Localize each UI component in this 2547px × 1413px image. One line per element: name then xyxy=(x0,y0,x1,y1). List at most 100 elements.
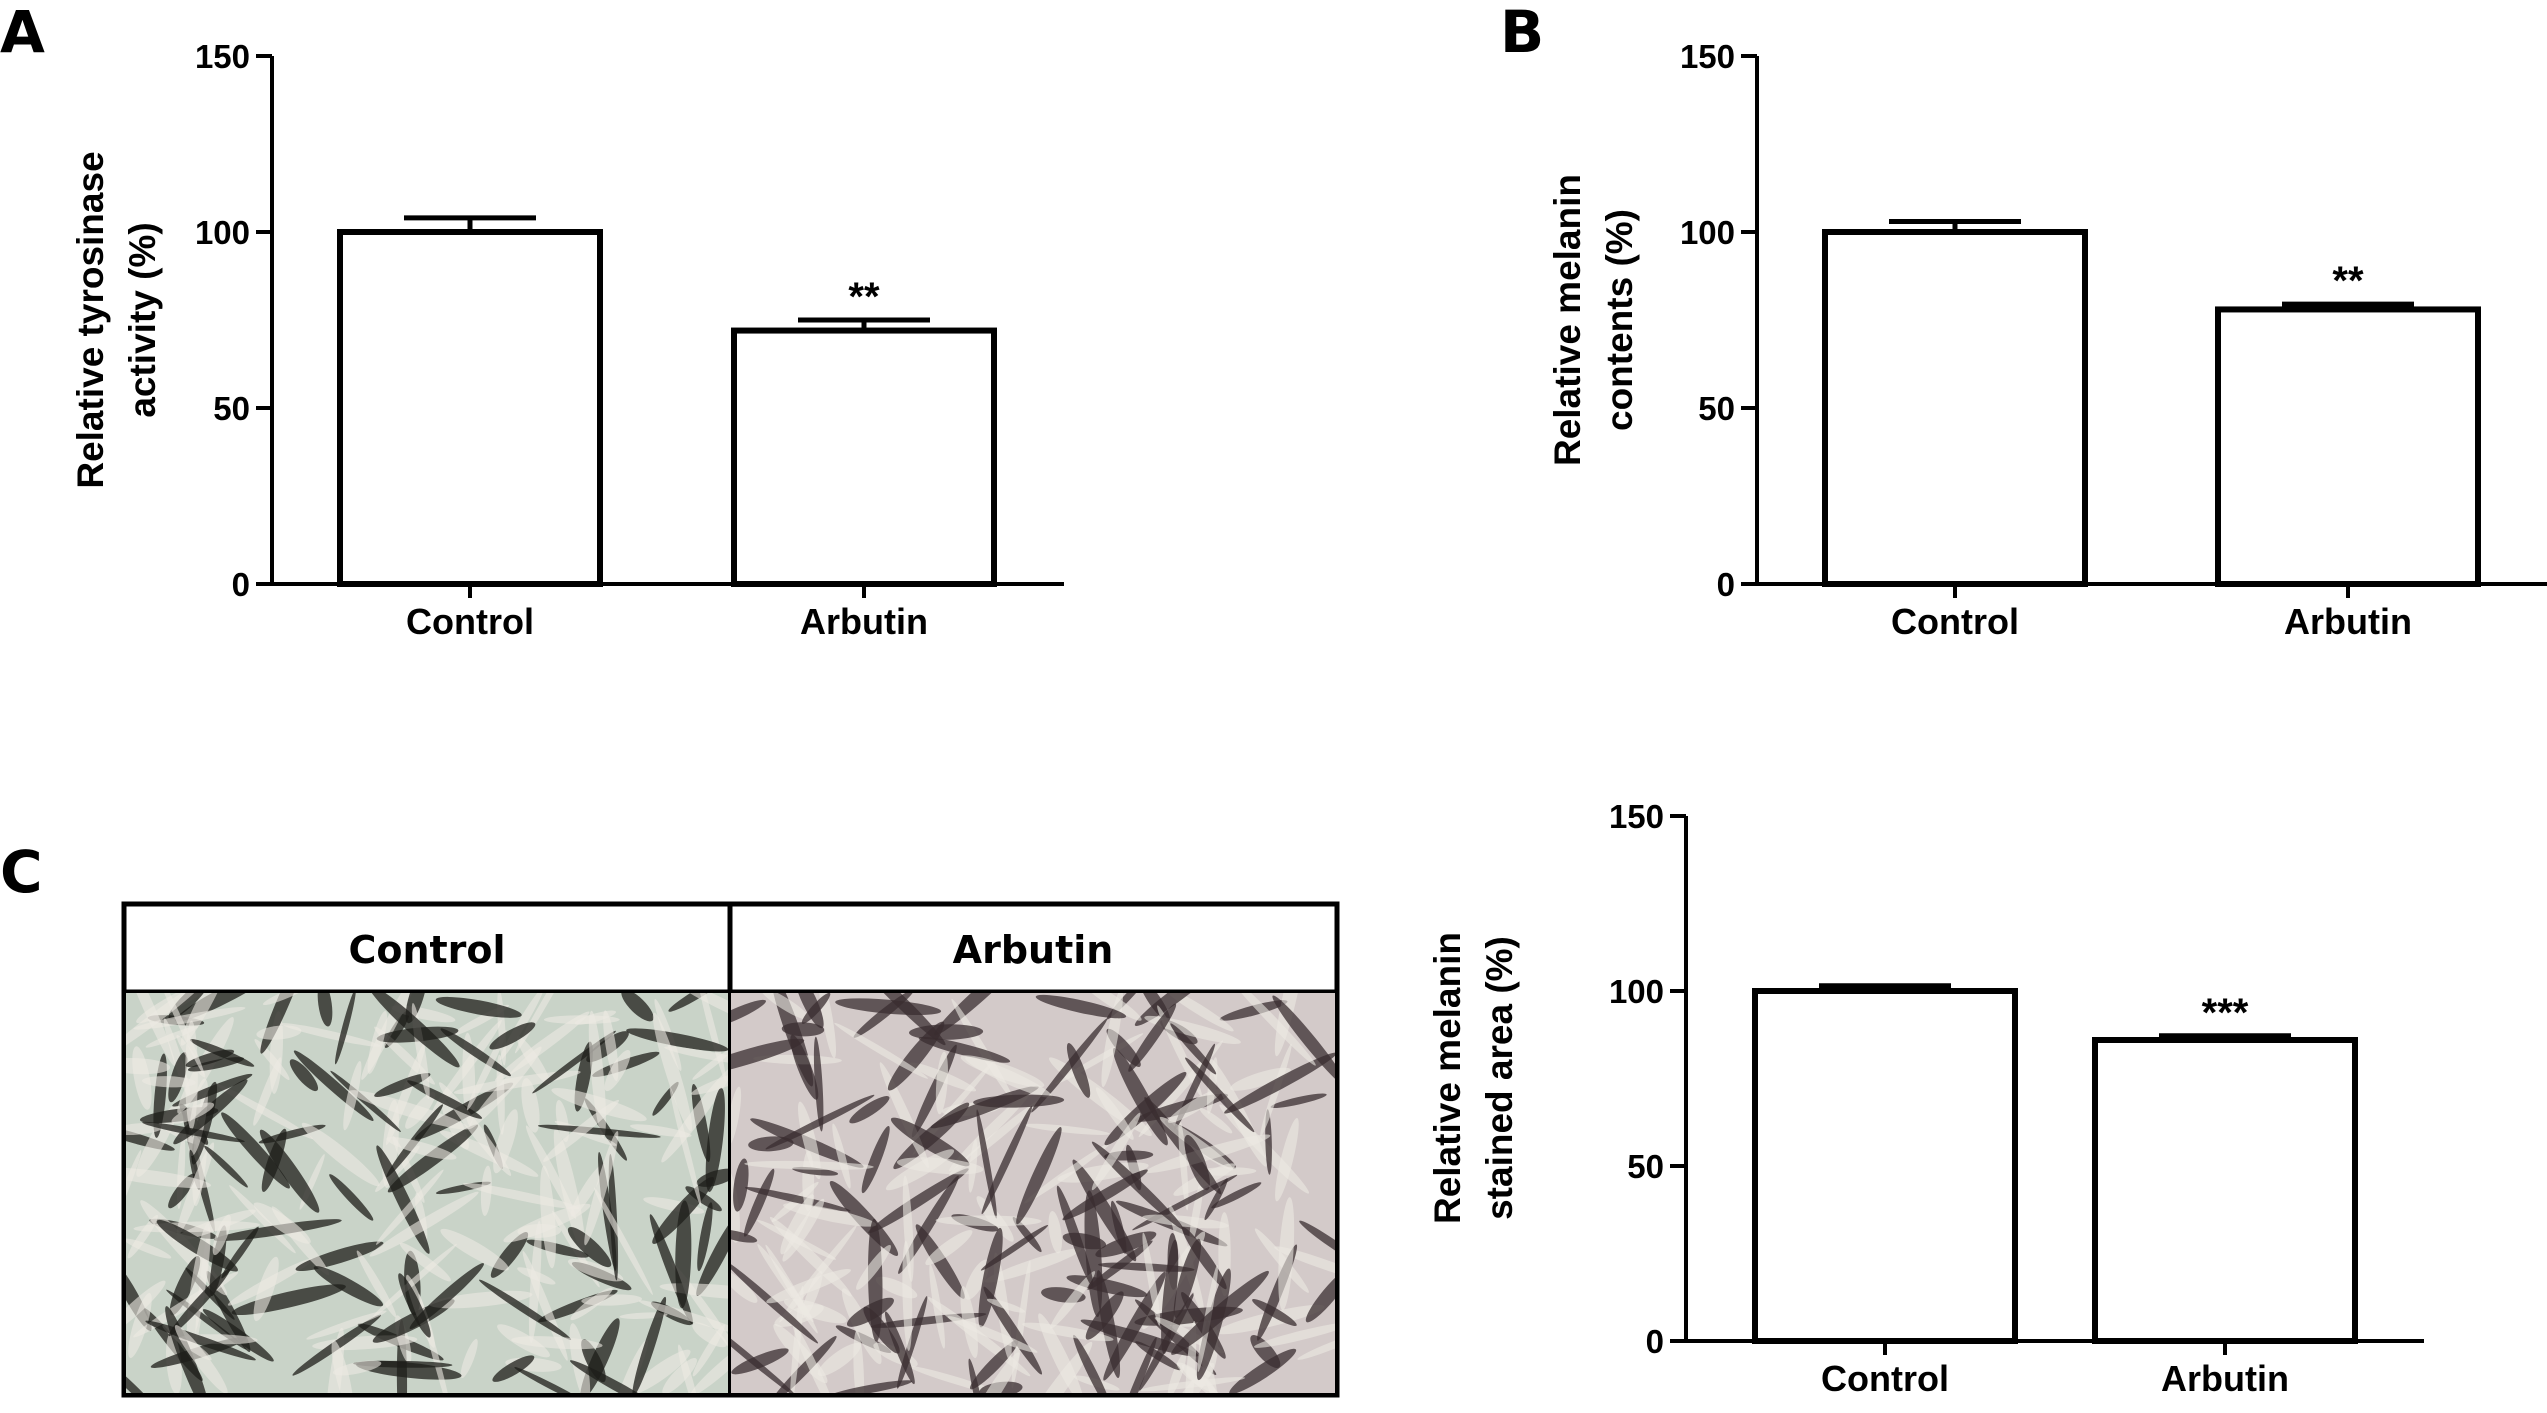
cell xyxy=(783,1298,847,1324)
cell xyxy=(1171,1270,1269,1355)
cell xyxy=(669,1086,702,1207)
y-tick-label: 0 xyxy=(1717,566,1735,603)
cell xyxy=(978,1227,1003,1328)
micrograph-arbutin-image xyxy=(731,993,1335,1393)
bar-arbutin xyxy=(2092,1037,2358,1344)
cell xyxy=(280,1023,381,1047)
cell xyxy=(1134,993,1221,1027)
x-tick-label: Control xyxy=(1891,601,2019,642)
cell xyxy=(855,993,946,1046)
cell xyxy=(1048,1210,1062,1254)
cell xyxy=(885,1149,955,1191)
cell xyxy=(733,1158,749,1212)
cell xyxy=(1204,1178,1228,1221)
cell xyxy=(1168,1362,1215,1393)
cell xyxy=(369,1191,479,1257)
cell xyxy=(948,1089,1033,1172)
cell xyxy=(1080,1319,1199,1357)
cell xyxy=(503,1203,591,1243)
cell xyxy=(262,993,314,1006)
cell xyxy=(569,1360,669,1393)
cell xyxy=(511,1336,603,1350)
cell xyxy=(409,1263,484,1329)
y-tick-label: 150 xyxy=(1609,798,1664,835)
cell xyxy=(349,1090,470,1130)
chart-melanin-stained-area: 0 50 100 150 Control Arbutin *** Relative melan… xyxy=(1427,798,2424,1399)
y-tick-label: 50 xyxy=(213,390,250,427)
cell xyxy=(1167,1088,1223,1123)
cell xyxy=(374,1072,431,1098)
x-tick-label: Arbutin xyxy=(800,601,928,642)
bar-control xyxy=(1822,229,2088,587)
cell xyxy=(675,1200,692,1309)
cell xyxy=(489,1022,536,1050)
y-axis-label: activity (%) xyxy=(122,222,163,417)
cell xyxy=(731,1229,758,1243)
cell xyxy=(696,1211,728,1296)
cell xyxy=(984,1248,1081,1283)
cell xyxy=(817,1342,861,1377)
cell xyxy=(128,1292,152,1358)
cell xyxy=(765,1094,875,1150)
cell xyxy=(1024,1143,1110,1204)
cell xyxy=(1016,1127,1062,1225)
cell xyxy=(1297,1331,1335,1360)
cell xyxy=(514,1367,594,1393)
cell xyxy=(440,1228,509,1271)
y-tick-label: 0 xyxy=(232,566,250,603)
cell xyxy=(731,1167,740,1243)
cell xyxy=(1272,995,1335,1089)
y-tick-label: 100 xyxy=(1680,214,1735,251)
x-tick-label: Arbutin xyxy=(2284,601,2412,642)
cell xyxy=(202,1309,274,1362)
cell xyxy=(781,1022,825,1037)
y-axis-label: Relative melanin xyxy=(1547,174,1588,466)
cell xyxy=(169,1256,201,1316)
y-tick-label: 0 xyxy=(1646,1323,1664,1360)
cell xyxy=(1066,1043,1091,1098)
cell xyxy=(896,1296,928,1389)
cell xyxy=(856,1244,891,1290)
cell xyxy=(981,1105,1033,1215)
cell xyxy=(691,1083,711,1162)
cell xyxy=(329,1174,374,1221)
cell xyxy=(171,1102,215,1124)
cell xyxy=(1012,1217,1042,1253)
y-axis-label: Relative tyrosinase xyxy=(70,151,111,488)
y-tick-label: 150 xyxy=(195,38,250,75)
y-axis-label: Relative melanin xyxy=(1427,932,1468,1224)
cell xyxy=(1274,1246,1335,1282)
cell xyxy=(126,1167,212,1189)
cell xyxy=(145,1320,256,1361)
cell xyxy=(949,1096,1045,1176)
cell xyxy=(947,1316,1038,1353)
cell xyxy=(801,993,831,1024)
cell xyxy=(432,1019,502,1113)
cell xyxy=(331,1340,354,1393)
cell xyxy=(744,1160,874,1170)
cell xyxy=(570,1287,613,1321)
cell xyxy=(398,1273,431,1338)
cell xyxy=(1095,1087,1134,1140)
cell xyxy=(1038,1313,1084,1393)
cell xyxy=(1219,1000,1288,1021)
cell xyxy=(731,999,766,1030)
cell xyxy=(1275,1118,1299,1202)
cell xyxy=(827,1380,913,1393)
cell xyxy=(180,993,233,1046)
cell xyxy=(204,1145,248,1188)
cell xyxy=(466,1029,507,1111)
bar-arbutin xyxy=(731,327,997,587)
chart-tyrosinase-activity: 0 50 100 150 Control Arbutin ** Relative tyrosi… xyxy=(70,38,1064,642)
cell xyxy=(399,1242,451,1282)
cell xyxy=(126,993,176,1066)
cell xyxy=(813,1036,824,1132)
cell xyxy=(460,1338,478,1379)
panel-label-a: A xyxy=(0,0,45,66)
cell xyxy=(132,1046,152,1110)
cell xyxy=(567,1227,612,1268)
cell xyxy=(126,993,205,1058)
cell xyxy=(629,1349,691,1393)
cell xyxy=(868,1168,969,1234)
cell xyxy=(731,1038,805,1077)
